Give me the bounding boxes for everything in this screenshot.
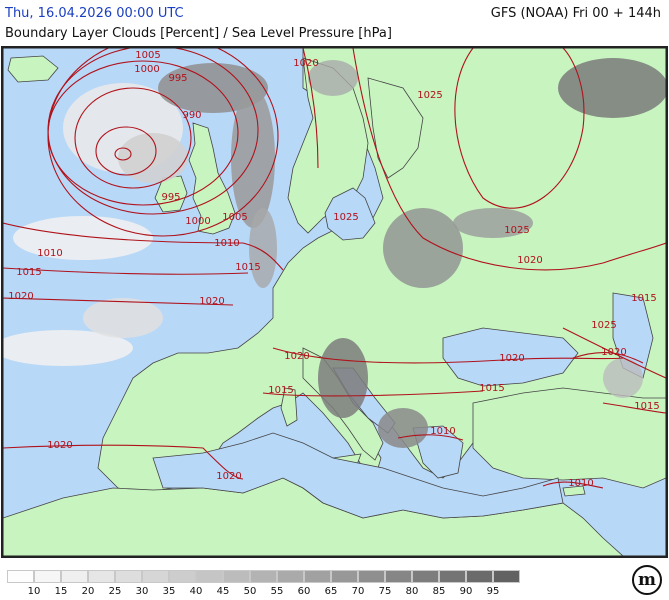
legend-swatch [34,570,61,583]
isobar-label: 1000 [185,216,210,227]
legend-label: 95 [486,586,500,597]
legend-label: 90 [459,586,473,597]
land-cyprus [562,485,586,497]
legend-swatch [466,570,493,583]
legend-swatch [439,570,466,583]
isobar-label: 1020 [284,351,309,362]
isobar-label: 1025 [504,225,529,236]
land-sardinia [280,387,298,427]
isobar-label: 1025 [417,90,442,101]
isobar-label: 990 [182,110,201,121]
isobar-label: 1020 [293,58,318,69]
meteociel-logo-icon: m [632,565,662,595]
land-finland [367,77,424,179]
isobar-label: 1020 [601,347,626,358]
isobar-label: 1010 [568,478,593,489]
legend-label: 80 [405,586,419,597]
legend-swatch [115,570,142,583]
legend-swatch [304,570,331,583]
legend-label: 25 [108,586,122,597]
map-canvas: 1005 1000 995 990 995 1000 1005 1010 1015 1010 101… [3,48,666,556]
legend-label: 55 [270,586,284,597]
weather-map[interactable]: 1005 1000 995 990 995 1000 1005 1010 1015 1010 101… [1,46,668,558]
land-great-britain [188,122,236,235]
isobar-labels: 1005 1000 995 990 995 1000 1005 1010 1015 1010 101… [8,50,659,489]
legend-swatch [250,570,277,583]
isobar-label: 1010 [214,238,239,249]
model-run-info: GFS (NOAA) Fri 00 + 144h [490,6,661,21]
legend-swatch [331,570,358,583]
legend-swatch [7,570,34,583]
legend-label: 50 [243,586,257,597]
legend-swatch [358,570,385,583]
isobar-label: 1015 [631,293,656,304]
legend-label: 40 [189,586,203,597]
legend-label: 60 [297,586,311,597]
baltic-sea [324,187,376,241]
isobars [3,48,666,489]
isobar-label: 1000 [134,64,159,75]
legend-swatch [385,570,412,583]
isobar-label: 1025 [333,212,358,223]
isobar-label: 1025 [591,320,616,331]
legend-swatch [169,570,196,583]
cloud-cover [3,58,666,448]
legend-swatch [277,570,304,583]
isobar-label: 1005 [222,212,247,223]
legend-swatch [412,570,439,583]
land-scandinavia [287,57,369,234]
isobar-label: 1010 [430,426,455,437]
legend-label: 65 [324,586,338,597]
legend-label: 15 [54,586,68,597]
legend-label: 35 [162,586,176,597]
legend-swatch [88,570,115,583]
valid-time: Thu, 16.04.2026 00:00 UTC [5,6,184,21]
legend-swatch [223,570,250,583]
isobar-label: 1015 [634,401,659,412]
legend-label: 10 [27,586,41,597]
legend-label: 75 [378,586,392,597]
cloud-cover-legend: 10 15 20 25 30 35 40 45 50 55 60 65 70 75 80 85 90 95 [7,570,527,600]
legend-label: 70 [351,586,365,597]
mediterranean-sea [152,432,564,519]
aegean-sea [412,425,464,479]
legend-swatch [142,570,169,583]
legend-swatch [61,570,88,583]
isobar-label: 1020 [216,471,241,482]
isobar-label: 995 [168,73,187,84]
legend-swatch [493,570,520,583]
land-anatolia [472,387,666,489]
isobar-label: 1015 [268,385,293,396]
isobar-label: 1015 [235,262,260,273]
legend-label: 30 [135,586,149,597]
isobar-label: 1020 [199,296,224,307]
isobar-label: 1015 [479,383,504,394]
isobar-label: 1020 [8,291,33,302]
isobar-label: 1020 [499,353,524,364]
land-iceland [7,55,59,83]
legend-swatch [196,570,223,583]
legend-label: 20 [81,586,95,597]
isobar-label: 1020 [517,255,542,266]
map-title: Boundary Layer Clouds [Percent] / Sea Le… [5,26,392,41]
isobar-label: 1005 [135,50,160,61]
black-sea [442,327,579,387]
isobar-label: 995 [161,192,180,203]
isobar-label: 1010 [37,248,62,259]
isobar-label: 1015 [16,267,41,278]
legend-label: 45 [216,586,230,597]
isobar-label: 1020 [47,440,72,451]
legend-label: 85 [432,586,446,597]
